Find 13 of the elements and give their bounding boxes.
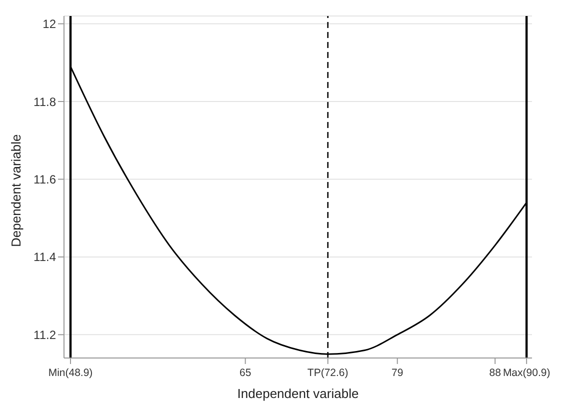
y-tick-label: 11.8 — [34, 94, 56, 109]
y-tick-label: 11.6 — [34, 172, 56, 186]
x-tick-label: Max(90.9) — [502, 367, 550, 379]
x-tick-label: 79 — [392, 367, 404, 379]
x-tick-label: TP(72.6) — [307, 367, 348, 379]
x-tick-label: 88 — [489, 367, 502, 379]
x-tick-label: Min(48.9) — [48, 367, 93, 379]
y-axis-title: Dependent variable — [8, 134, 24, 247]
x-tick-label: 65 — [239, 367, 252, 379]
y-tick-label: 11.4 — [34, 250, 56, 264]
x-axis-title: Independent variable — [237, 386, 359, 401]
y-tick-label: 11.2 — [34, 328, 56, 342]
y-tick-label: 12 — [42, 17, 56, 32]
